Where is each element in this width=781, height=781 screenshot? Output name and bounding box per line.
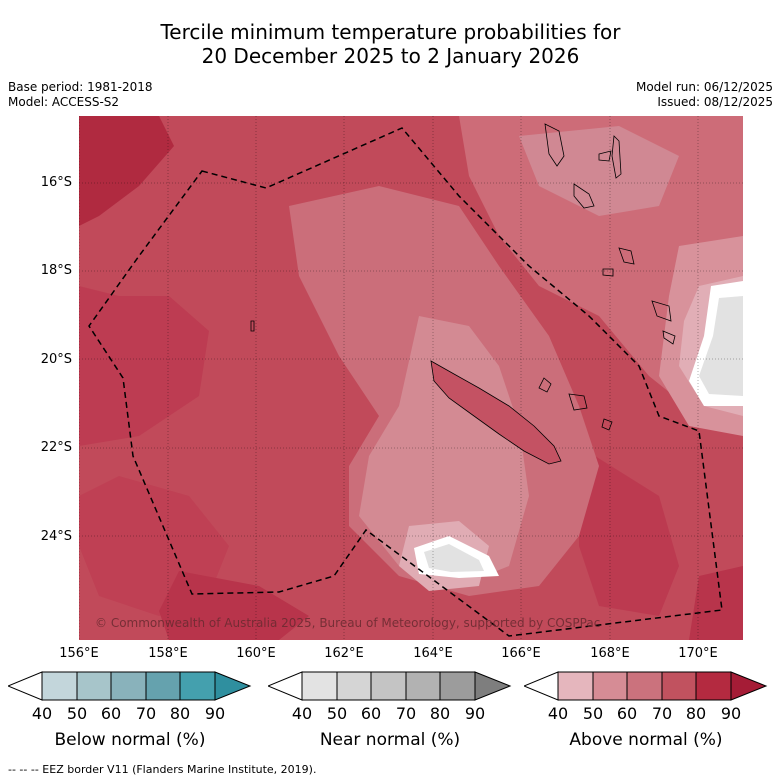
loyalty-island-3 [601, 418, 613, 431]
above-tick: 70 [651, 704, 673, 723]
above-title: Above normal (%) [569, 730, 723, 750]
base-period: Base period: 1981-2018 [8, 80, 153, 94]
near-swatch-2 [336, 671, 372, 701]
title-line-2: 20 December 2025 to 2 January 2026 [201, 44, 580, 68]
near-tick: 90 [464, 704, 486, 723]
below-swatch-1 [41, 671, 78, 701]
contour-dark-nw [79, 116, 174, 226]
below-swatch-4 [145, 671, 181, 701]
below-title: Below normal (%) [54, 730, 206, 750]
loyalty-island-1 [538, 377, 552, 393]
fiji-island-2 [662, 330, 676, 345]
fiji-island-1 [651, 300, 672, 322]
near-tick: 70 [395, 704, 417, 723]
chart-title: Tercile minimum temperature probabilitie… [0, 20, 781, 68]
near-swatch-3 [370, 671, 407, 701]
lon-label-156e: 156°E [59, 646, 99, 661]
near-title: Near normal (%) [319, 730, 461, 750]
title-line-1: Tercile minimum temperature probabilitie… [160, 20, 621, 44]
meta-right: Model run: 06/12/2025 Issued: 08/12/2025 [636, 80, 773, 110]
copyright-notice: © Commonwealth of Australia 2025, Bureau… [95, 616, 601, 630]
map-panel[interactable]: © Commonwealth of Australia 2025, Bureau… [79, 116, 743, 640]
below-swatch-0 [6, 671, 43, 701]
lat-label-22s: 22°S [40, 440, 72, 455]
lon-label-168e: 168°E [590, 646, 630, 661]
contour-dark-west [79, 286, 209, 446]
below-swatch-5 [179, 671, 216, 701]
near-tick: 60 [360, 704, 382, 723]
below-tick: 70 [135, 704, 157, 723]
above-swatch-5 [695, 671, 732, 701]
above-tick: 60 [616, 704, 638, 723]
near-tick: 50 [326, 704, 348, 723]
above-tick: 80 [685, 704, 707, 723]
grid-lines [79, 116, 743, 640]
small-island-west [250, 320, 255, 332]
lat-label-24s: 24°S [40, 529, 72, 544]
new-caledonia-island [430, 360, 562, 465]
below-swatch-2 [76, 671, 112, 701]
map-svg [79, 116, 743, 640]
contour-dark-east [579, 446, 679, 616]
near-swatch-1 [301, 671, 338, 701]
legend-near [266, 670, 512, 706]
lon-label-170e: 170°E [678, 646, 718, 661]
meta-left: Base period: 1981-2018 Model: ACCESS-S2 [8, 80, 153, 110]
vanuatu-island-4 [611, 135, 622, 179]
lon-label-158e: 158°E [148, 646, 188, 661]
above-swatch-0 [522, 671, 559, 701]
below-swatch-3 [110, 671, 147, 701]
loyalty-island-2 [568, 393, 588, 411]
legend-above [522, 670, 768, 706]
below-tick: 40 [31, 704, 53, 723]
above-tick: 50 [582, 704, 604, 723]
model-run: Model run: 06/12/2025 [635, 80, 773, 94]
above-tick: 90 [720, 704, 742, 723]
above-swatch-6 [730, 671, 768, 701]
vanuatu-island-1 [544, 123, 565, 167]
below-tick: 60 [100, 704, 122, 723]
near-swatch-5 [439, 671, 476, 701]
vanuatu-island-6 [602, 268, 614, 277]
model-name: Model: ACCESS-S2 [8, 95, 120, 109]
colorbar-near [266, 671, 512, 701]
lat-label-16s: 16°S [40, 175, 72, 190]
lat-label-18s: 18°S [40, 263, 72, 278]
contour-light-north [519, 126, 679, 216]
vanuatu-island-2 [573, 183, 595, 209]
below-tick: 80 [169, 704, 191, 723]
lon-label-164e: 164°E [413, 646, 453, 661]
colorbar-below [6, 671, 252, 701]
above-swatch-3 [626, 671, 663, 701]
near-tick: 80 [429, 704, 451, 723]
eez-border [88, 127, 723, 637]
issued-date: Issued: 08/12/2025 [657, 95, 773, 109]
near-swatch-0 [266, 671, 303, 701]
lat-label-20s: 20°S [40, 352, 72, 367]
below-tick: 50 [66, 704, 88, 723]
above-swatch-4 [661, 671, 697, 701]
near-normal-south-core [424, 544, 484, 572]
near-swatch-4 [405, 671, 441, 701]
lon-label-162e: 162°E [324, 646, 364, 661]
below-swatch-6 [214, 671, 252, 701]
near-tick: 40 [291, 704, 313, 723]
contour-dark-sw [159, 571, 309, 640]
above-tick: 40 [547, 704, 569, 723]
eez-footnote: -- -- -- EEZ border V11 (Flanders Marine… [8, 763, 317, 776]
vanuatu-island-5 [618, 247, 635, 265]
below-tick: 90 [204, 704, 226, 723]
above-swatch-1 [557, 671, 594, 701]
legend-below [6, 670, 252, 706]
vanuatu-island-3 [598, 150, 612, 162]
near-normal-east-core [699, 296, 743, 396]
contour-dark-se [689, 566, 743, 640]
lon-label-166e: 166°E [501, 646, 541, 661]
near-swatch-6 [474, 671, 512, 701]
contour-lighter-central [359, 316, 529, 586]
above-swatch-2 [592, 671, 628, 701]
lon-label-160e: 160°E [236, 646, 276, 661]
colorbar-above [522, 671, 768, 701]
